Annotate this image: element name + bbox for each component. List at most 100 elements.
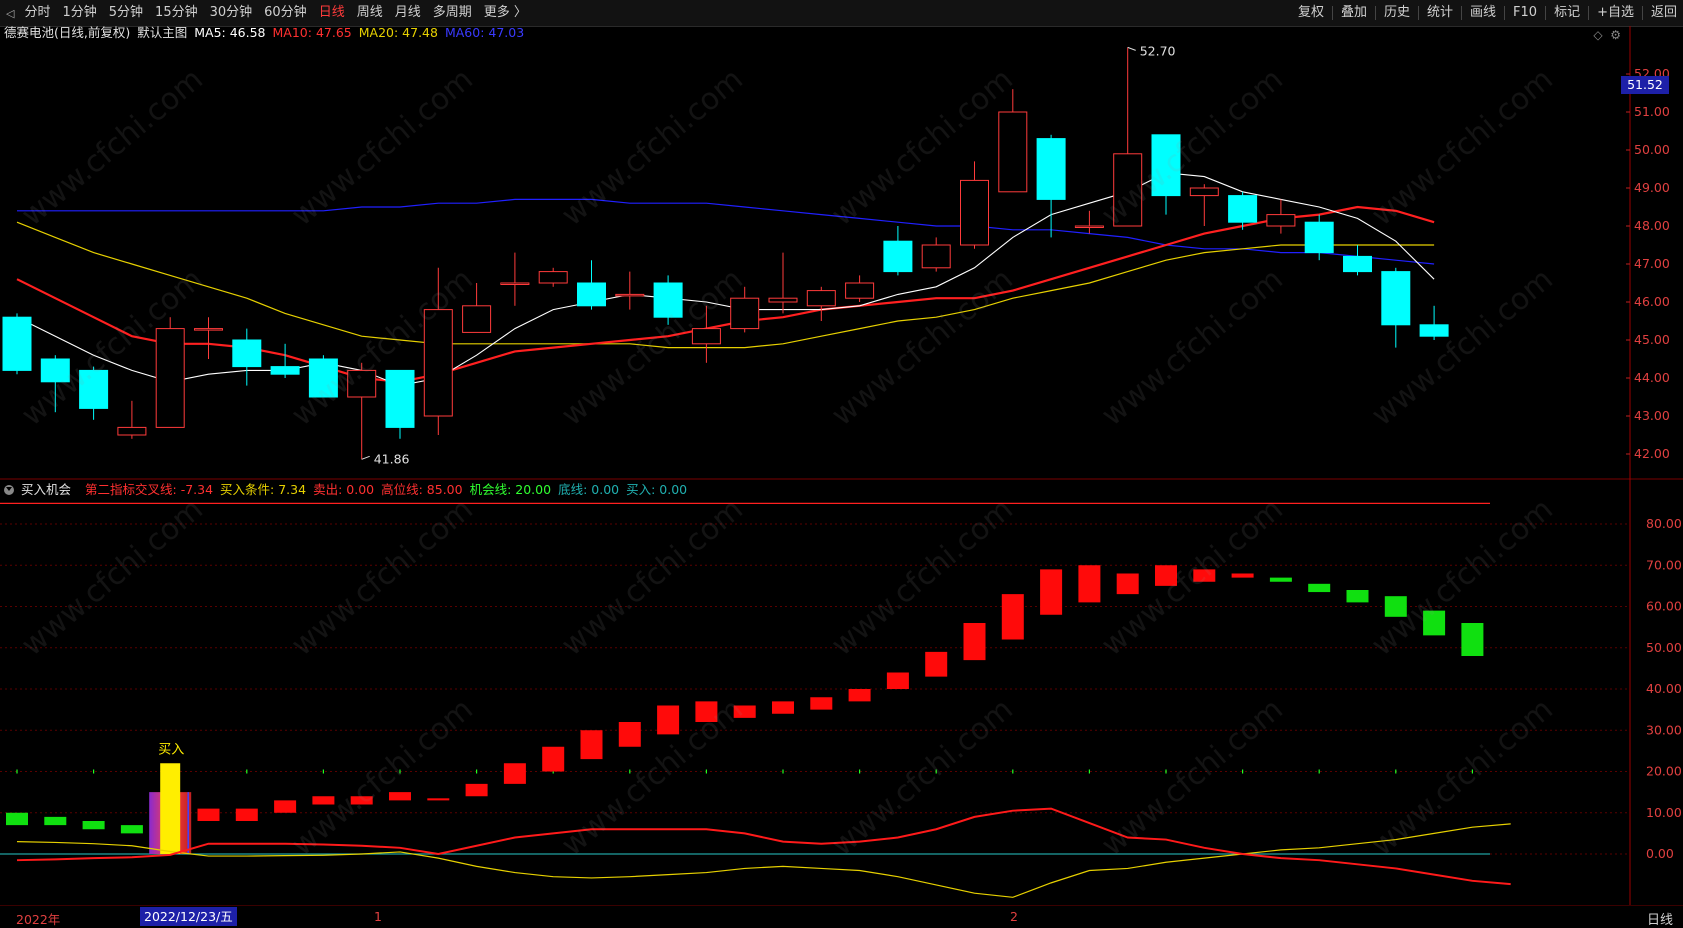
signal-label: 买入 — [158, 742, 184, 757]
tool-button-3[interactable]: 统计 — [1427, 5, 1454, 20]
collapse-left-icon[interactable]: ◁ — [6, 6, 15, 20]
period-tab-9[interactable]: 多周期 — [432, 5, 472, 20]
indicator-bar — [274, 800, 297, 813]
indicator-bar — [503, 763, 526, 784]
ma20-value: MA20: 47.48 — [358, 25, 438, 40]
current-price-tag: 51.52 — [1621, 76, 1669, 94]
tool-button-7[interactable]: +自选 — [1597, 5, 1634, 20]
toolbar-divider — [1331, 6, 1333, 20]
toolbar-divider — [1374, 6, 1376, 20]
candle-up — [921, 244, 951, 269]
indicator-bar — [772, 701, 794, 714]
tool-button-5[interactable]: F10 — [1513, 5, 1538, 20]
candle-up — [538, 271, 568, 284]
tool-button-0[interactable]: 复权 — [1297, 5, 1324, 20]
candle-up — [1113, 153, 1143, 227]
period-tab-0[interactable]: 分时 — [24, 5, 51, 20]
period-tab-5[interactable]: 60分钟 — [264, 5, 307, 20]
indicator-bar — [1116, 573, 1139, 595]
candle-down — [1419, 324, 1449, 337]
indicator-axis-label: 50.00 — [1646, 640, 1682, 655]
candle-up — [1189, 187, 1219, 197]
cross-line — [16, 807, 1511, 886]
candle-down — [79, 369, 109, 409]
tool-button-2[interactable]: 历史 — [1383, 5, 1410, 20]
indicator-bar — [695, 701, 718, 722]
indicator-bar — [848, 689, 871, 702]
candle-down — [653, 282, 683, 318]
ma60-value: MA60: 47.03 — [444, 25, 525, 40]
candle-up — [691, 328, 721, 345]
indicator-bar — [1231, 573, 1254, 578]
indicator-bar — [1078, 565, 1101, 603]
buy-condition-line — [16, 823, 1511, 898]
price-axis-label: 42.00 — [1634, 446, 1670, 461]
low-annotation: 41.86 — [374, 451, 410, 466]
candle-up — [806, 290, 836, 307]
period-tab-7[interactable]: 周线 — [356, 5, 383, 20]
period-tab-2[interactable]: 5分钟 — [108, 5, 144, 20]
candle-down — [1381, 271, 1411, 326]
chart-area[interactable]: 52.0051.0050.0049.0048.0047.0046.0045.00… — [0, 26, 1683, 906]
tool-button-6[interactable]: 标记 — [1554, 5, 1581, 20]
indicator-bar — [542, 746, 565, 772]
ma10-value: MA10: 47.65 — [272, 25, 352, 40]
sub-indicator-name[interactable]: 买入机会 — [21, 482, 72, 497]
candle-up — [347, 369, 377, 398]
chance-line-value: 机会线: 20.00 — [469, 482, 552, 497]
price-axis-label: 46.00 — [1634, 294, 1670, 309]
toolbar-divider — [1504, 6, 1506, 20]
ma60-line — [17, 198, 1435, 265]
toolbar-divider — [1461, 6, 1463, 20]
month-label-1: 1 — [374, 909, 382, 924]
indicator-bar — [235, 808, 258, 821]
period-toolbar: ◁ 分时 1分钟 5分钟 15分钟 30分钟 60分钟 日线 周线 月线 多周期 更多 〉 复权 叠加… — [0, 0, 1683, 27]
candle-up — [730, 297, 760, 330]
tool-button-4[interactable]: 画线 — [1470, 5, 1497, 20]
indicator-bar — [465, 783, 488, 797]
main-indicator-name[interactable]: 默认主图 — [137, 25, 188, 40]
candle-down — [1343, 255, 1372, 273]
year-label: 2022年 — [16, 912, 61, 927]
candle-down — [308, 358, 338, 398]
toolbar-divider — [1545, 6, 1547, 20]
toolbar-divider — [1588, 6, 1590, 20]
candle-up — [960, 179, 989, 246]
indicator-bar — [580, 730, 603, 760]
indicator-bar — [618, 722, 641, 747]
indicator-bar — [1040, 569, 1063, 615]
indicator-bar — [810, 697, 833, 710]
candle-down — [232, 339, 262, 368]
signal-bar — [160, 763, 181, 854]
indicator-axis-label: 0.00 — [1646, 846, 1674, 861]
indicator-bar — [925, 651, 948, 677]
dropdown-icon[interactable] — [4, 485, 14, 495]
high-annotation: 52.70 — [1140, 43, 1176, 58]
period-tab-10[interactable]: 更多 〉 — [483, 5, 527, 20]
toolbar-divider — [1641, 6, 1643, 20]
indicator-bar — [1155, 565, 1177, 586]
period-tab-6[interactable]: 日线 — [318, 5, 345, 20]
period-tab-4[interactable]: 30分钟 — [209, 5, 253, 20]
indicator-bar — [120, 825, 143, 834]
settings-icon[interactable]: ⚙ — [1610, 28, 1621, 42]
tool-button-1[interactable]: 叠加 — [1340, 5, 1367, 20]
candle-up — [500, 282, 530, 285]
ma10-line — [16, 205, 1435, 383]
diamond-icon[interactable]: ◇ — [1593, 28, 1603, 42]
period-tab-8[interactable]: 月线 — [394, 5, 421, 20]
stock-title[interactable]: 德赛电池(日线,前复权) — [4, 25, 131, 40]
indicator-bar — [1384, 596, 1407, 617]
price-axis-label: 44.00 — [1634, 370, 1670, 385]
main-chart-info: 德赛电池(日线,前复权) 默认主图 MA5: 46.58 MA10: 47.65… — [4, 24, 531, 42]
cursor-date: 2022/12/23/五 — [140, 907, 237, 926]
candle-up — [423, 309, 453, 417]
candle-down — [1304, 221, 1334, 254]
indicator-bar — [44, 816, 67, 826]
price-axis-label: 49.00 — [1634, 180, 1670, 195]
tool-button-8[interactable]: 返回 — [1650, 5, 1677, 20]
period-selector: ◁ 分时 1分钟 5分钟 15分钟 30分钟 60分钟 日线 周线 月线 多周期 更多 〉 — [0, 0, 533, 26]
period-tab-1[interactable]: 1分钟 — [62, 5, 97, 20]
period-tab-3[interactable]: 15分钟 — [155, 5, 198, 20]
candle-down — [2, 316, 32, 371]
